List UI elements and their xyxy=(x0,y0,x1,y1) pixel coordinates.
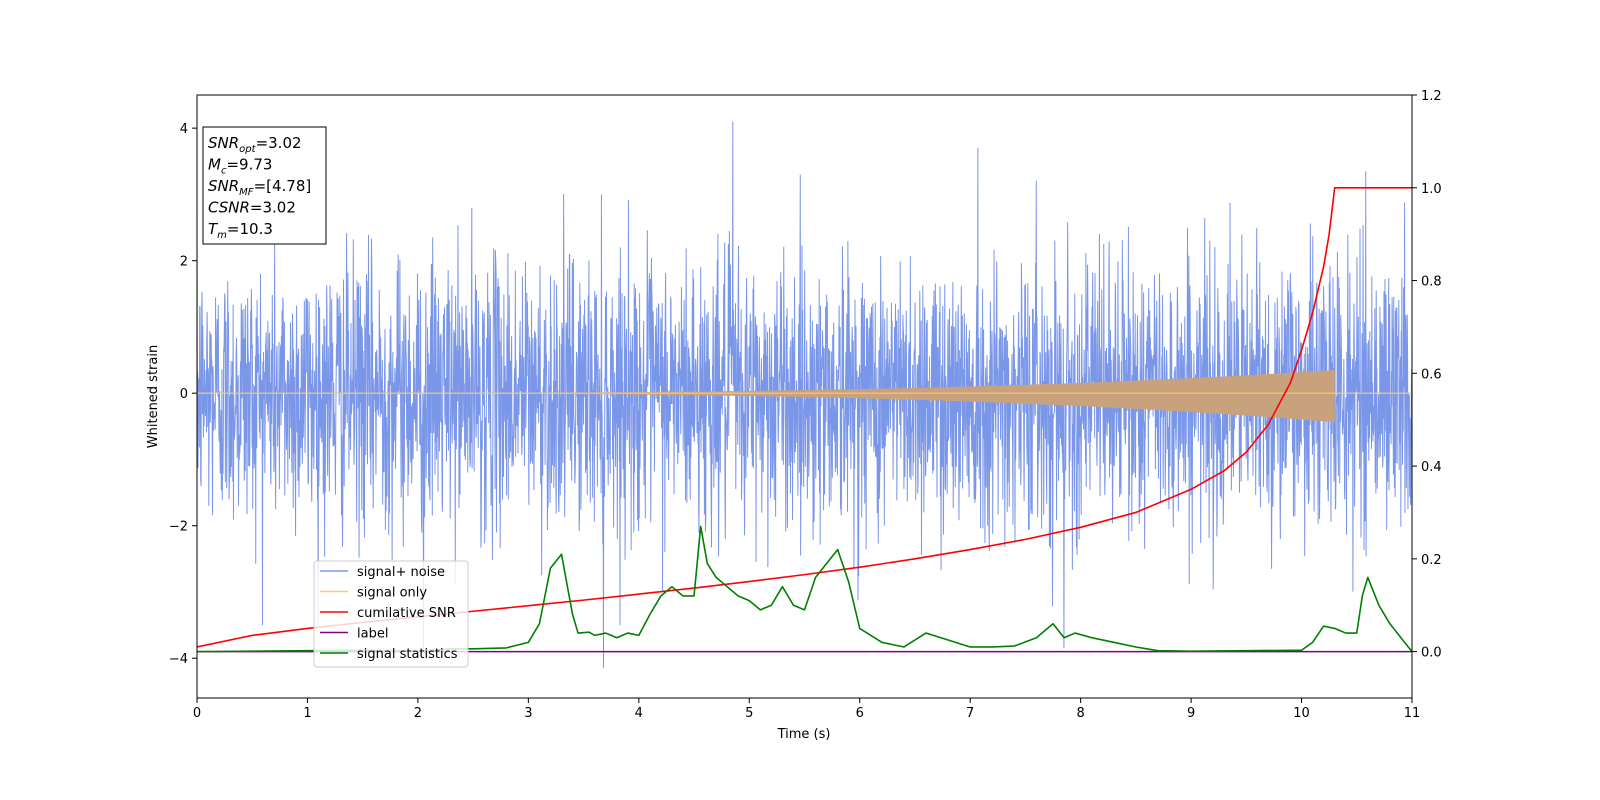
y-right-tick-label: 0.0 xyxy=(1421,646,1442,661)
y-axis-label: Whitened strain xyxy=(146,345,161,448)
x-tick-label: 3 xyxy=(524,706,532,721)
x-tick-label: 2 xyxy=(414,706,422,721)
info-box-frame xyxy=(202,126,327,245)
x-tick-label: 11 xyxy=(1404,706,1421,721)
info-line: CSNR=3.02 xyxy=(208,199,296,217)
legend-entry: label xyxy=(357,627,388,642)
y-left-tick-label: 4 xyxy=(180,122,188,137)
y-right-tick-label: 0.8 xyxy=(1421,275,1442,290)
x-tick-label: 1 xyxy=(303,706,311,721)
info-line: SNRMF=[4.78] xyxy=(208,177,311,198)
y-left-tick-label: 2 xyxy=(180,255,188,270)
info-line: SNRopt=3.02 xyxy=(208,134,302,155)
y-left-tick-label: 0 xyxy=(180,387,188,402)
series-signal-noise xyxy=(197,121,1412,669)
x-tick-label: 0 xyxy=(193,706,201,721)
x-tick-label: 9 xyxy=(1187,706,1195,721)
series-signal-only-envelope xyxy=(197,369,1335,423)
x-tick-label: 4 xyxy=(635,706,643,721)
y-right-tick-label: 1.2 xyxy=(1421,89,1442,104)
x-tick-label: 10 xyxy=(1293,706,1310,721)
legend-entry: cumilative SNR xyxy=(357,606,456,621)
legend-entry: signal+ noise xyxy=(357,565,445,580)
plot-frame xyxy=(196,94,1413,699)
legend-entry: signal statistics xyxy=(357,647,458,662)
y-right-tick-label: 0.4 xyxy=(1421,460,1442,475)
legend-entry: signal only xyxy=(357,586,427,601)
x-tick-label: 6 xyxy=(856,706,864,721)
x-tick-label: 7 xyxy=(966,706,974,721)
legend: signal+ noise signal only cumilative SNR la… xyxy=(313,560,469,668)
y-right-tick-label: 1.0 xyxy=(1421,182,1442,197)
series-signal-statistics xyxy=(197,525,1412,653)
info-line: Tm=10.3 xyxy=(208,220,273,241)
y-right-tick-label: 0.6 xyxy=(1421,367,1442,382)
axes: 0 1 2 3 4 5 6 7 8 9 10 11 −4 −2 0 2 4 0.0 0.2 0.4 0.6 0.8 1.0 1… xyxy=(169,89,1442,721)
x-axis-label: Time (s) xyxy=(777,727,831,742)
y-right-tick-label: 0.2 xyxy=(1421,553,1442,568)
y-left-tick-label: −4 xyxy=(169,652,188,667)
x-tick-label: 8 xyxy=(1076,706,1084,721)
info-line: Mc=9.73 xyxy=(208,156,272,177)
legend-frame xyxy=(313,560,469,668)
y-left-tick-label: −2 xyxy=(169,520,188,535)
x-tick-label: 5 xyxy=(745,706,753,721)
